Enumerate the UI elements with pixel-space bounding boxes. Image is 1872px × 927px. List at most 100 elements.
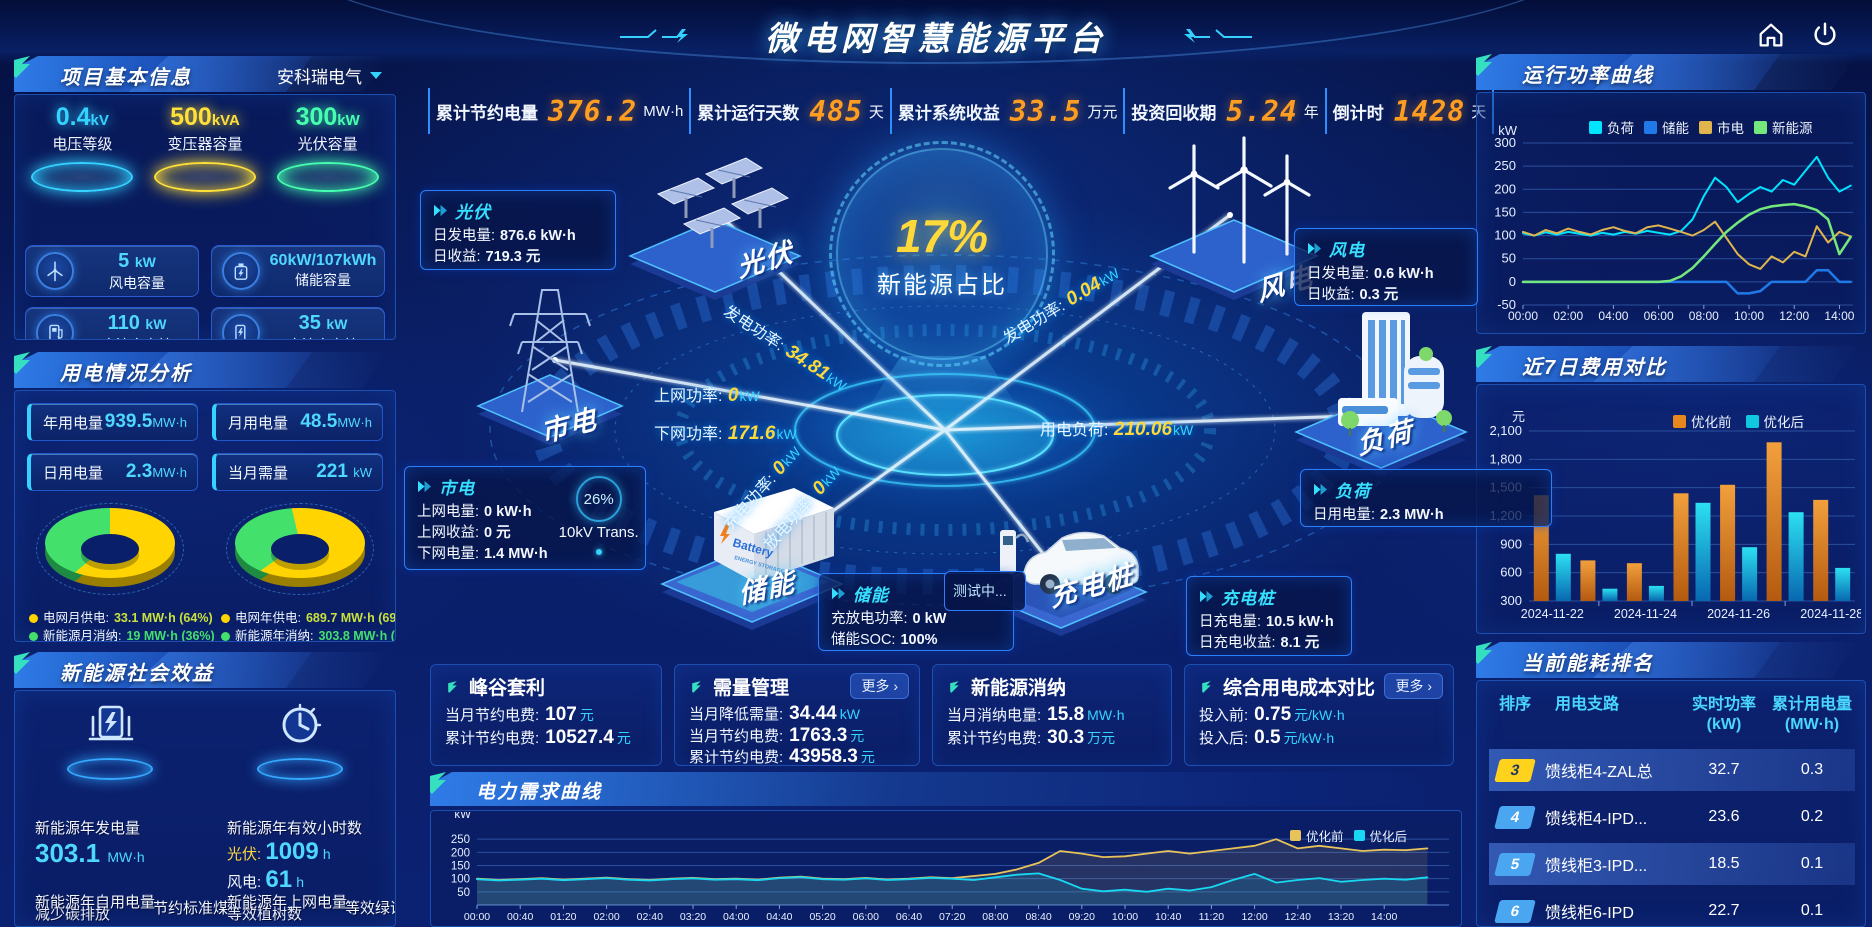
table-row[interactable]: 6 馈线柜6-IPD 22.7 0.1: [1489, 890, 1855, 926]
node-label-charger: 充电桩: [1047, 559, 1137, 613]
app-header: 微电网智慧能源平台: [0, 0, 1872, 64]
legend-item-after[interactable]: 优化后: [1745, 411, 1804, 431]
legend-item-after[interactable]: 优化后: [1353, 826, 1407, 845]
legend-item-grid[interactable]: 市电: [1699, 117, 1744, 137]
home-button[interactable]: [1752, 16, 1790, 54]
donut-month-mix: [15, 503, 205, 599]
power-button[interactable]: [1806, 16, 1844, 54]
benefit-effective-hours: 新能源年有效小时数 光伏: 1009 h 风电: 61 h: [227, 820, 363, 893]
card-peak-valley-arbitrage: 峰谷套利 当月节约电费: 107 元 累计节约电费: 10527.4 元: [430, 664, 662, 766]
kpi-stats-bar: 累计节约电量 376.2 MW·h 累计运行天数 485 天 累计系统收益 33.5 万元 …: [428, 88, 1495, 134]
svg-text:08:40: 08:40: [1025, 911, 1051, 923]
svg-text:14:00: 14:00: [1371, 911, 1397, 923]
company-select[interactable]: 安科瑞电气: [277, 68, 362, 87]
panel-corner-icon: [14, 352, 30, 374]
panel-title: 新能源社会效益: [60, 663, 214, 685]
panel-title: 用电情况分析: [60, 363, 192, 385]
panel-title: 项目基本信息: [60, 67, 192, 89]
flow-export-power: 上网功率: 0kW: [654, 385, 760, 406]
hours-icon-pedestal: [205, 699, 395, 780]
kpi-payback-period: 投资回收期 5.24 年: [1123, 88, 1324, 134]
panel-title: 运行功率曲线: [1522, 65, 1654, 87]
svg-text:11:20: 11:20: [1199, 911, 1225, 923]
chevron-right-icon: [434, 204, 447, 217]
info-panel-grid: 市电 上网电量: 0 kW·h 上网收益: 0 元 下网电量: 1.4 MW·h 26…: [404, 466, 646, 570]
donut-year-mix: [205, 503, 395, 599]
svg-text:10:00: 10:00: [1734, 309, 1764, 323]
info-panel-wind: 风电 日发电量: 0.6 kW·h 日收益: 0.3 元: [1294, 228, 1478, 306]
power-chart: -50 0 50 100 150 200 250 300 00:00 02:00 04:00 06:0…: [1494, 123, 1854, 323]
svg-text:04:40: 04:40: [766, 911, 792, 923]
wind-turbine-icon: [36, 252, 74, 290]
svg-text:10:40: 10:40: [1155, 911, 1181, 923]
testing-toast: 测试中...: [944, 571, 1026, 611]
info-panel-load: 负荷 日用电量: 2.3 MW·h: [1300, 469, 1552, 527]
panel-corner-icon: [692, 680, 701, 693]
glow-pedestal: [67, 758, 153, 780]
svg-text:02:40: 02:40: [637, 911, 663, 923]
svg-text:00:00: 00:00: [1508, 309, 1538, 323]
svg-text:600: 600: [1500, 565, 1522, 580]
svg-text:-50: -50: [1497, 297, 1516, 312]
svg-text:2024-11-22: 2024-11-22: [1521, 607, 1584, 621]
svg-text:2,100: 2,100: [1489, 423, 1522, 438]
renewable-share-core: 17% 新能源占比: [829, 141, 1055, 367]
svg-text:02:00: 02:00: [593, 911, 619, 923]
svg-text:00:00: 00:00: [464, 911, 490, 923]
svg-text:150: 150: [451, 861, 470, 873]
card-renewable-consumption: 新能源消纳 当月消纳电量: 15.8 MW·h 累计节约电费: 30.3 万元: [932, 664, 1172, 766]
rank-badge: 6: [1494, 899, 1536, 923]
svg-text:07:20: 07:20: [939, 911, 965, 923]
rank-badge: 3: [1494, 758, 1536, 782]
ranking-table-header: 排序 用电支路 实时功率 (kW) 累计用电量 (MW·h): [1498, 696, 1852, 733]
chevron-down-icon[interactable]: [370, 72, 382, 79]
stat-ac-charger: 35 kW交流充电桩: [211, 307, 385, 339]
panel-corner-icon: [1476, 54, 1492, 76]
table-row[interactable]: 3 馈线柜4-ZAL总 32.7 0.3: [1489, 749, 1855, 791]
kpi-countdown: 倒计时1428天: [1324, 88, 1495, 134]
power-legend: 负荷 储能 市电 新能源: [1589, 117, 1813, 137]
cost-legend: 优化前 优化后: [1673, 411, 1804, 431]
svg-text:2024-11-26: 2024-11-26: [1707, 607, 1770, 621]
glow-pedestal: [257, 758, 343, 780]
node-label-solar: 光伏: [734, 236, 797, 284]
svg-text:250: 250: [451, 834, 470, 846]
svg-text:09:20: 09:20: [1069, 911, 1095, 923]
svg-text:08:00: 08:00: [982, 911, 1008, 923]
svg-text:300: 300: [1500, 593, 1522, 608]
node-label-storage: 储能: [737, 566, 798, 610]
more-button[interactable]: 更多 ›: [850, 673, 909, 699]
ac-charger-icon: [222, 314, 260, 339]
table-row[interactable]: 4 馈线柜4-IPD... 23.6 0.2: [1489, 796, 1855, 838]
svg-text:kW: kW: [1498, 123, 1518, 138]
kpi-saved-energy: 累计节约电量 376.2 MW·h: [428, 88, 689, 134]
svg-text:kW: kW: [454, 812, 471, 821]
svg-text:0: 0: [1509, 274, 1516, 289]
renewable-share-label: 新能源占比: [877, 271, 1007, 299]
svg-text:100: 100: [1494, 228, 1516, 243]
cost-chart: 3006009001,2001,5001,8002,100元2024-11-22…: [1489, 409, 1861, 621]
stat-day-usage: 日用电量 2.3MW·h: [27, 453, 198, 491]
svg-text:200: 200: [1494, 181, 1516, 196]
panel-corner-icon: [1202, 680, 1211, 693]
svg-text:08:00: 08:00: [1689, 309, 1719, 323]
table-row[interactable]: 5 馈线柜3-IPD... 18.5 0.1: [1489, 843, 1855, 885]
panel-corner-icon: [448, 680, 457, 693]
legend-item-renewable[interactable]: 新能源: [1754, 117, 1813, 137]
kpi-run-days: 累计运行天数 485 天: [689, 88, 890, 134]
svg-text:2024-11-24: 2024-11-24: [1614, 607, 1677, 621]
more-button[interactable]: 更多 ›: [1384, 673, 1443, 699]
legend-item-before[interactable]: 优化前: [1673, 411, 1732, 431]
legend-grid-year: 电网年供电:689.7 MW·h (69%): [221, 609, 395, 627]
chevron-right-icon: [1314, 483, 1327, 496]
panel-title: 近7日费用对比: [1522, 357, 1668, 379]
legend-item-before[interactable]: 优化前: [1290, 826, 1344, 845]
panel-header-bar: [14, 56, 312, 92]
svg-text:06:00: 06:00: [853, 911, 879, 923]
legend-item-storage[interactable]: 储能: [1644, 117, 1689, 137]
solar-node-graphic: [628, 157, 802, 300]
power-icon: [1814, 22, 1836, 46]
svg-text:900: 900: [1500, 536, 1522, 551]
svg-text:250: 250: [1494, 158, 1516, 173]
legend-item-load[interactable]: 负荷: [1589, 117, 1634, 137]
